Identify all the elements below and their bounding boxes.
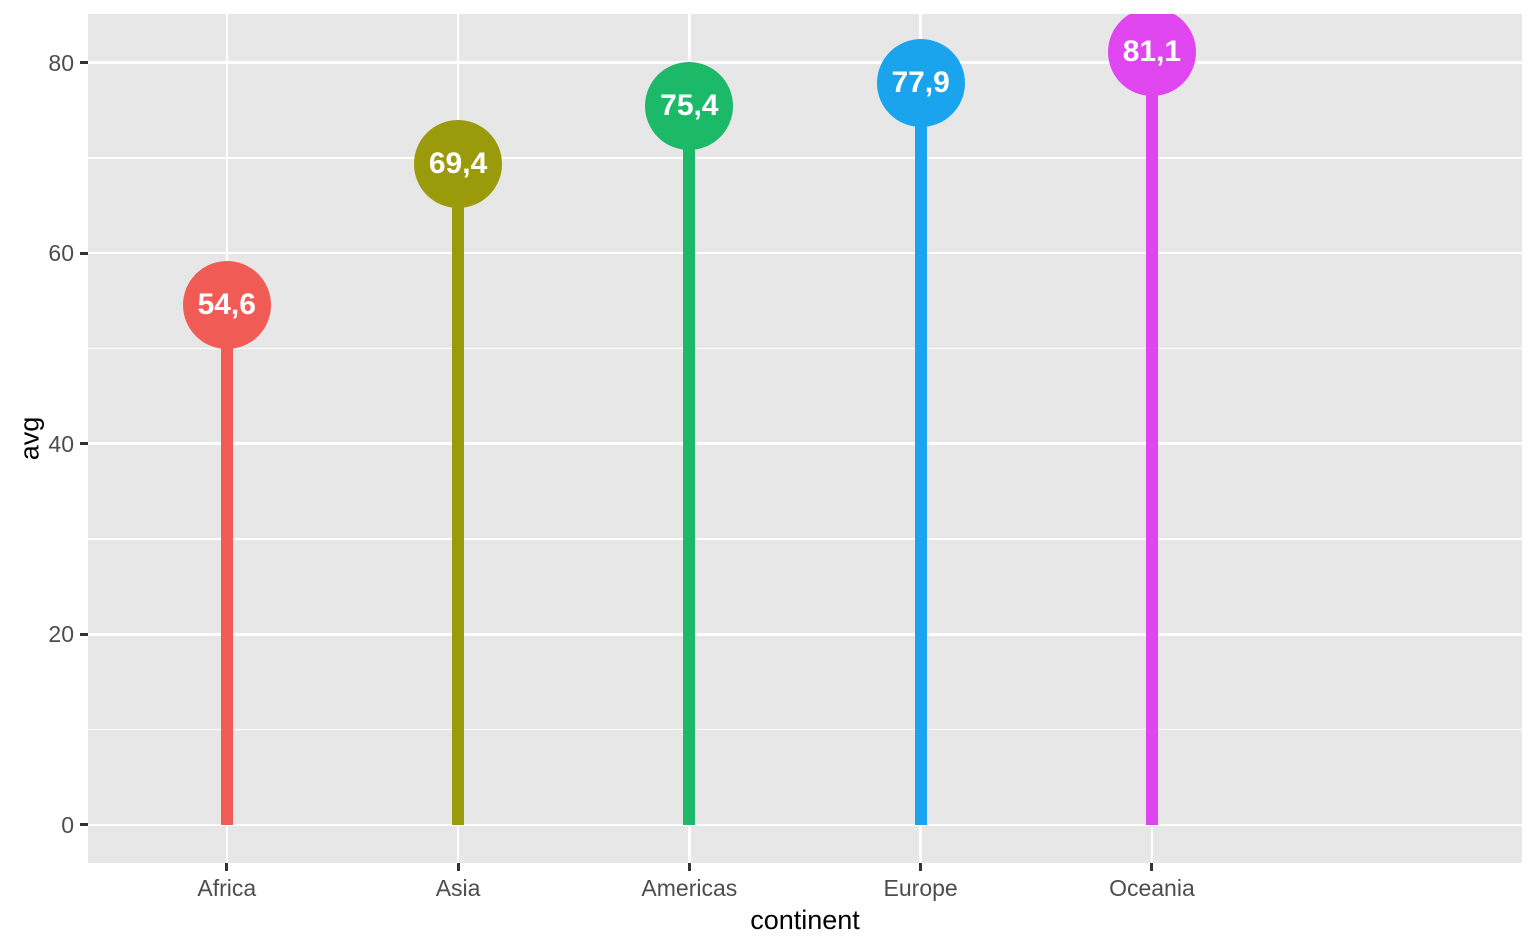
- y-tick-mark: [80, 442, 88, 446]
- gridline-major-h: [88, 633, 1522, 636]
- gridline-major-h: [88, 61, 1522, 64]
- gridline-minor-h: [88, 538, 1522, 540]
- lollipop-point: 77,9: [876, 38, 965, 127]
- x-tick-mark: [919, 863, 923, 871]
- x-tick-label: Oceania: [1109, 875, 1195, 901]
- gridline-minor-h: [88, 347, 1522, 350]
- lollipop-stem: [220, 304, 233, 825]
- x-tick-label: Africa: [197, 875, 257, 901]
- x-axis-title: continent: [750, 905, 860, 935]
- y-axis-title: avg: [14, 416, 45, 460]
- gridline-major-h: [88, 251, 1522, 255]
- y-tick-label: 80: [48, 49, 74, 76]
- gridline-minor-h: [88, 157, 1522, 159]
- y-tick-label: 60: [48, 240, 74, 267]
- x-tick-mark: [225, 863, 229, 871]
- y-tick-mark: [80, 823, 88, 827]
- y-tick-mark: [80, 632, 88, 636]
- lollipop-stem: [1145, 52, 1158, 825]
- plot-panel: 54,6 69,4 75,4 77,9 81,1: [88, 14, 1522, 863]
- lollipop-stem: [914, 82, 927, 825]
- value-label: 77,9: [891, 65, 950, 99]
- gridline-major-h: [88, 823, 1522, 827]
- y-tick-mark: [80, 251, 88, 255]
- lollipop-point: 81,1: [1107, 14, 1196, 97]
- x-tick-label: Europe: [883, 875, 958, 901]
- x-tick-mark: [687, 863, 691, 871]
- gridline-major-h: [88, 442, 1522, 445]
- x-tick-label: Asia: [435, 875, 481, 901]
- gridline-minor-h: [88, 728, 1522, 731]
- x-tick-mark: [1150, 863, 1154, 871]
- y-tick-mark: [80, 61, 88, 65]
- y-tick-label: 0: [61, 811, 74, 838]
- y-tick-label: 20: [48, 621, 74, 648]
- value-label: 54,6: [197, 287, 256, 321]
- lollipop-stem: [683, 106, 696, 825]
- x-tick-mark: [456, 863, 460, 871]
- lollipop-point: 69,4: [414, 119, 503, 208]
- value-label: 69,4: [428, 146, 488, 180]
- lollipop-point: 75,4: [645, 62, 734, 151]
- value-label: 81,1: [1122, 35, 1182, 69]
- value-label: 75,4: [660, 89, 719, 123]
- lollipop-point: 54,6: [182, 260, 271, 349]
- y-tick-label: 40: [48, 430, 74, 457]
- x-tick-label: Americas: [641, 875, 738, 901]
- lollipop-stem: [452, 163, 465, 825]
